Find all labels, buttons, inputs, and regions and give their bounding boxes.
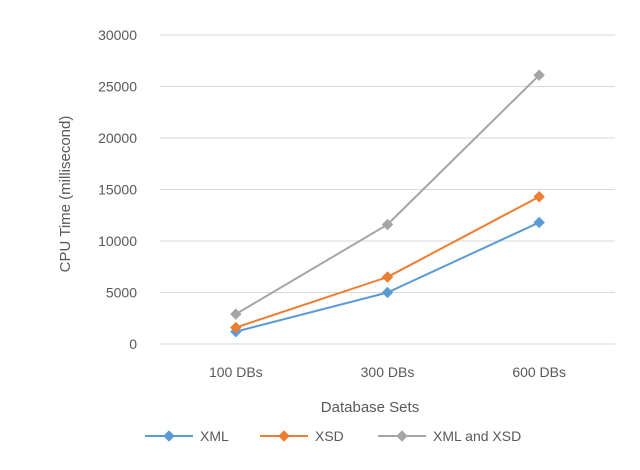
y-tick-label: 20000 xyxy=(98,130,137,146)
legend-label: XML and XSD xyxy=(433,428,521,444)
series-line xyxy=(235,195,540,329)
y-tick-label: 0 xyxy=(129,336,137,352)
x-axis-tick-labels: 100 DBs 300 DBs 600 DBs xyxy=(209,364,566,380)
data-point xyxy=(381,271,394,283)
x-axis-label: Database Sets xyxy=(321,399,419,416)
legend-swatch-marker xyxy=(396,430,408,442)
legend-swatch-marker xyxy=(163,430,175,442)
series-2 xyxy=(230,69,545,320)
data-point xyxy=(230,308,242,320)
y-tick-label: 30000 xyxy=(98,27,137,43)
y-tick-label: 15000 xyxy=(98,182,137,198)
y-tick-label: 10000 xyxy=(98,233,137,249)
y-axis-tick-labels: 0 5000 10000 15000 20000 25000 30000 xyxy=(98,27,137,352)
y-tick-label: 5000 xyxy=(106,285,137,301)
series-1 xyxy=(230,191,545,334)
x-tick-label: 600 DBs xyxy=(512,364,566,380)
legend-label: XSD xyxy=(315,428,344,444)
legend: XML XSD XML and XSD xyxy=(145,428,521,444)
data-point xyxy=(230,321,242,334)
legend-item: XML and XSD xyxy=(378,428,521,444)
x-tick-label: 100 DBs xyxy=(209,364,263,380)
series-0 xyxy=(230,216,545,338)
x-tick-label: 300 DBs xyxy=(361,364,415,380)
data-point xyxy=(381,286,394,299)
data-point xyxy=(533,191,545,203)
legend-label: XML xyxy=(200,428,229,444)
y-tick-label: 25000 xyxy=(98,79,137,95)
y-axis-label: CPU Time (millisecond) xyxy=(57,116,74,273)
data-point xyxy=(381,218,394,231)
series-lines xyxy=(230,69,545,338)
data-point xyxy=(533,216,545,229)
legend-item: XSD xyxy=(260,428,344,444)
data-point xyxy=(533,69,545,81)
gridlines xyxy=(160,34,615,345)
legend-item: XML xyxy=(145,428,229,444)
legend-swatch-marker xyxy=(278,430,290,442)
